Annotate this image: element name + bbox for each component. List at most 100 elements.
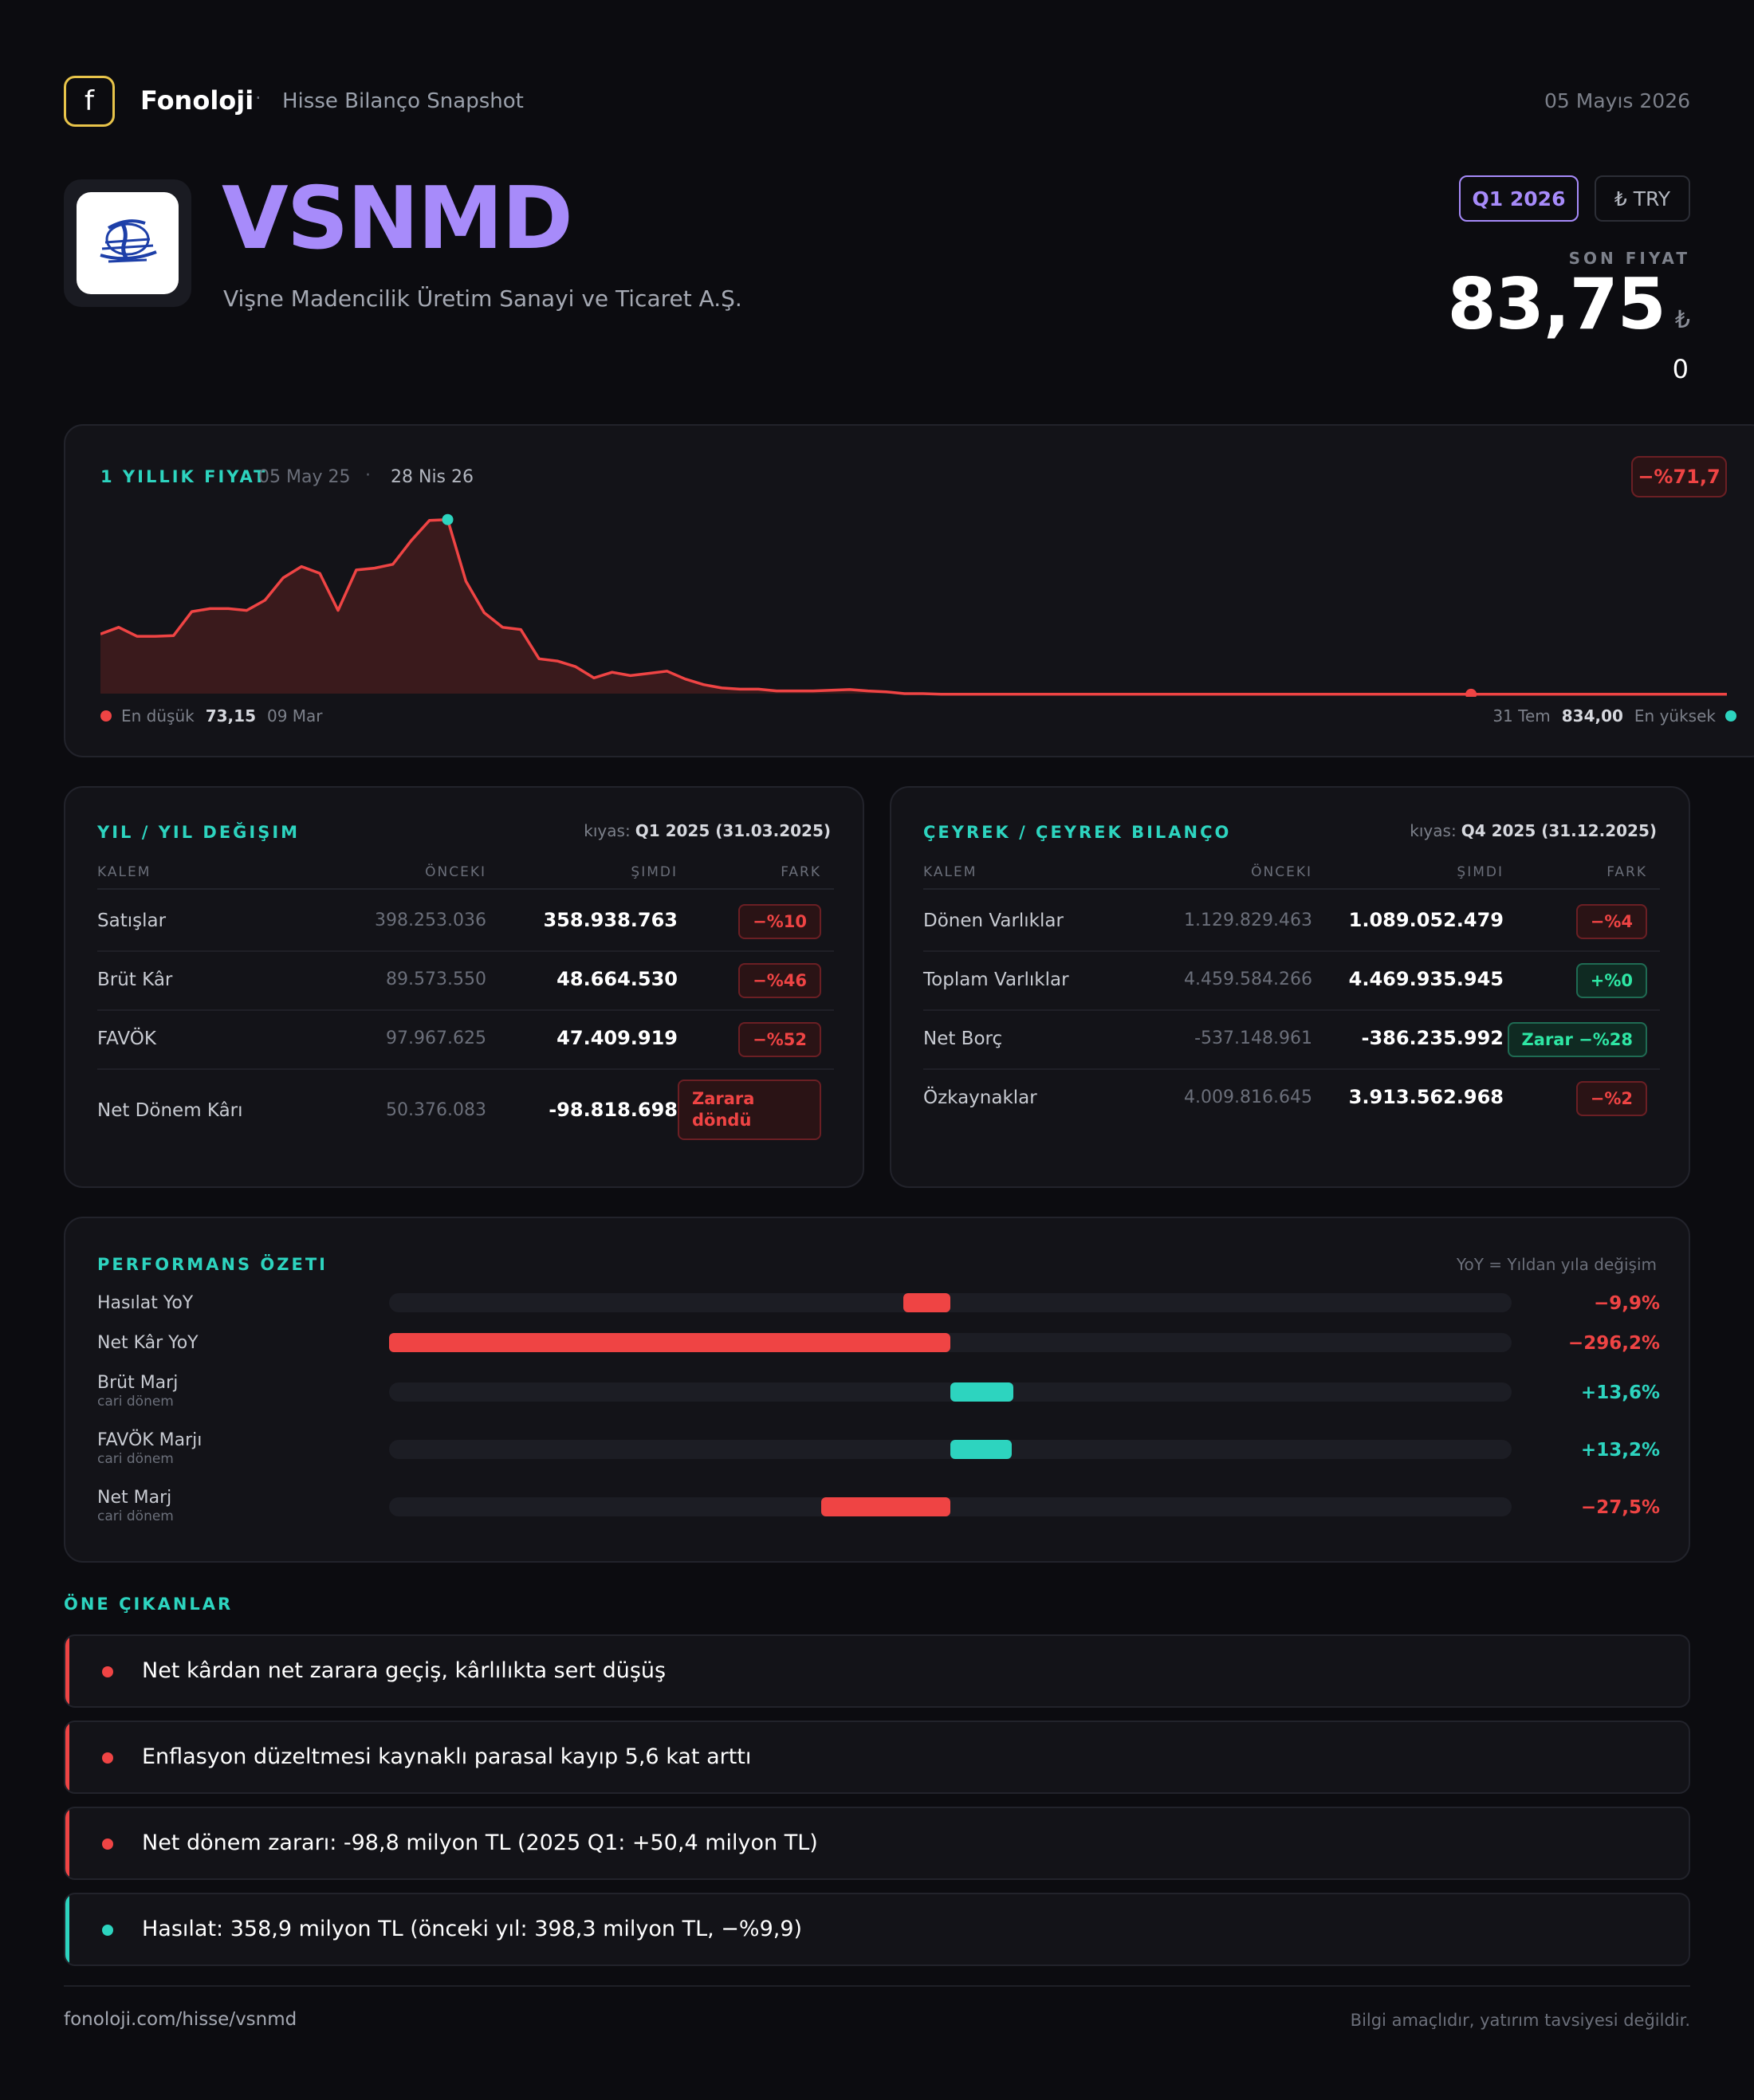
diff-badge: Zarara döndü <box>678 1079 821 1140</box>
chart-change-badge: −%71,7 <box>1631 456 1727 497</box>
table-row: Net Dönem Kârı 50.376.083 -98.818.698 Za… <box>97 1068 834 1156</box>
qoq-kiyas-label: kıyas: <box>1410 821 1457 840</box>
brand-separator: · <box>255 87 262 109</box>
perf-row-net-margin: Net Marj cari dönem −27,5% <box>97 1488 1660 1536</box>
perf-value: −27,5% <box>1580 1497 1660 1518</box>
low-label: En düşük <box>121 706 195 726</box>
yoy-comparison: kıyas: Q1 2025 (31.03.2025) <box>584 821 831 840</box>
highlight-item[interactable]: Hasılat: 358,9 milyon TL (önceki yıl: 39… <box>64 1893 1690 1966</box>
table-row: Dönen Varlıklar 1.129.829.463 1.089.052.… <box>923 891 1660 952</box>
qoq-table-header: KALEM ÖNCEKI ŞIMDI FARK <box>923 864 1660 890</box>
highlight-item[interactable]: Net dönem zararı: -98,8 milyon TL (2025 … <box>64 1807 1690 1880</box>
qoq-col-onceki: ÖNCEKI <box>1251 864 1312 880</box>
chart-high-legend: 31 Tem 834,00 En yüksek <box>1492 706 1736 726</box>
perf-bar <box>950 1382 1013 1402</box>
row-prev: 4.459.584.266 <box>1184 969 1312 989</box>
diff-badge: −%46 <box>738 963 821 998</box>
row-cur: 3.913.562.968 <box>1348 1086 1504 1108</box>
row-label: Özkaynaklar <box>923 1087 1037 1108</box>
perf-sublabel: cari dönem <box>97 1451 174 1467</box>
qoq-kiyas-value: Q4 2025 (31.12.2025) <box>1461 821 1657 840</box>
row-cur: 4.469.935.945 <box>1348 968 1504 990</box>
perf-bar <box>820 1497 950 1516</box>
diff-badge: −%10 <box>738 904 821 939</box>
high-date: 31 Tem <box>1492 706 1551 726</box>
qoq-col-kalem: KALEM <box>923 864 977 880</box>
chart-end-date: 28 Nis 26 <box>391 467 474 487</box>
bullet-dot-icon <box>102 1838 113 1850</box>
perf-value: +13,6% <box>1580 1382 1660 1403</box>
lira-symbol: ₺ <box>1674 306 1690 334</box>
table-row: Toplam Varlıklar 4.459.584.266 4.469.935… <box>923 950 1660 1011</box>
highlight-text: Enflasyon düzeltmesi kaynaklı parasal ka… <box>142 1744 752 1769</box>
diff-badge: +%0 <box>1575 963 1647 998</box>
perf-label: Hasılat YoY <box>97 1293 194 1313</box>
stock-logo-frame <box>64 179 191 307</box>
table-row: FAVÖK 97.967.625 47.409.919 −%52 <box>97 1009 834 1070</box>
chart-line <box>100 517 1727 696</box>
yoy-kiyas-value: Q1 2025 (31.03.2025) <box>635 821 831 840</box>
low-value: 73,15 <box>205 706 256 726</box>
perf-row-ebitda-margin: FAVÖK Marjı cari dönem +13,2% <box>97 1430 1660 1478</box>
row-cur: 47.409.919 <box>556 1027 678 1049</box>
qoq-title: ÇEYREK / ÇEYREK BILANÇO <box>923 823 1232 842</box>
brand-name[interactable]: Fonoloji <box>140 85 254 116</box>
price-block: 83,75 ₺ <box>1448 263 1690 345</box>
price-chart[interactable] <box>100 505 1727 697</box>
row-prev: 398.253.036 <box>375 910 486 930</box>
perf-value: +13,2% <box>1580 1440 1660 1461</box>
chart-start-date: 05 May 25 <box>258 467 351 487</box>
bullet-dot-icon <box>102 1925 113 1936</box>
highlight-item[interactable]: Net kârdan net zarara geçiş, kârlılıkta … <box>64 1634 1690 1708</box>
bullet-dot-icon <box>102 1752 113 1764</box>
high-value: 834,00 <box>1561 706 1623 726</box>
performance-note: YoY = Yıldan yıla değişim <box>1456 1255 1657 1274</box>
chart-low-legend: En düşük 73,15 09 Mar <box>100 706 323 726</box>
row-cur: -98.818.698 <box>549 1099 678 1121</box>
table-row: Satışlar 398.253.036 358.938.763 −%10 <box>97 891 834 952</box>
diff-badge: −%2 <box>1575 1081 1647 1116</box>
row-prev: 89.573.550 <box>386 969 486 989</box>
row-label: Net Borç <box>923 1028 1003 1049</box>
chart-low-point[interactable] <box>1465 688 1477 697</box>
yoy-title: YIL / YIL DEĞIŞIM <box>97 823 301 842</box>
brand-logo-icon[interactable]: f <box>64 76 115 127</box>
perf-sublabel: cari dönem <box>97 1508 174 1524</box>
highlights-title: ÖNE ÇIKANLAR <box>64 1595 234 1614</box>
chart-area <box>100 519 1727 694</box>
highlight-accent <box>65 1722 69 1792</box>
row-label: Dönen Varlıklar <box>923 910 1064 931</box>
quarter-badge[interactable]: Q1 2026 <box>1459 175 1579 222</box>
high-dot-icon <box>1725 710 1736 722</box>
perf-track <box>389 1440 1512 1459</box>
footer-url-link[interactable]: fonoloji.com/hisse/vsnmd <box>64 2009 297 2030</box>
diff-badge: −%4 <box>1575 904 1647 939</box>
row-prev: 97.967.625 <box>386 1028 486 1048</box>
qoq-comparison: kıyas: Q4 2025 (31.12.2025) <box>1410 821 1657 840</box>
highlight-accent <box>65 1894 69 1964</box>
table-row: Brüt Kâr 89.573.550 48.664.530 −%46 <box>97 950 834 1011</box>
yoy-col-onceki: ÖNCEKI <box>425 864 486 880</box>
report-date: 05 Mayıs 2026 <box>1544 89 1690 112</box>
perf-label: Brüt Marj <box>97 1373 179 1393</box>
perf-row-gross-margin: Brüt Marj cari dönem +13,6% <box>97 1373 1660 1421</box>
low-dot-icon <box>100 710 112 722</box>
chart-high-point[interactable] <box>442 513 454 525</box>
highlight-accent <box>65 1636 69 1706</box>
price-chart-card: 1 YILLIK FIYAT 05 May 25 · 28 Nis 26 −%7… <box>64 424 1754 757</box>
perf-row-revenue: Hasılat YoY −9,9% <box>97 1293 1660 1341</box>
perf-track <box>389 1333 1512 1352</box>
low-date: 09 Mar <box>266 706 323 726</box>
row-cur: -386.235.992 <box>1361 1027 1504 1049</box>
row-prev: -537.148.961 <box>1194 1028 1312 1048</box>
high-label: En yüksek <box>1634 706 1716 726</box>
chart-date-separator: · <box>365 466 371 486</box>
highlight-text: Net dönem zararı: -98,8 milyon TL (2025 … <box>142 1831 818 1855</box>
stock-ticker: VSNMD <box>222 169 573 269</box>
currency-badge[interactable]: ₺ TRY <box>1595 175 1690 222</box>
footer-disclaimer: Bilgi amaçlıdır, yatırım tavsiyesi değil… <box>1350 2011 1690 2030</box>
diff-badge: Zarar −%28 <box>1507 1022 1647 1057</box>
table-row: Net Borç -537.148.961 -386.235.992 Zarar… <box>923 1009 1660 1070</box>
perf-bar <box>903 1293 950 1312</box>
highlight-item[interactable]: Enflasyon düzeltmesi kaynaklı parasal ka… <box>64 1721 1690 1794</box>
